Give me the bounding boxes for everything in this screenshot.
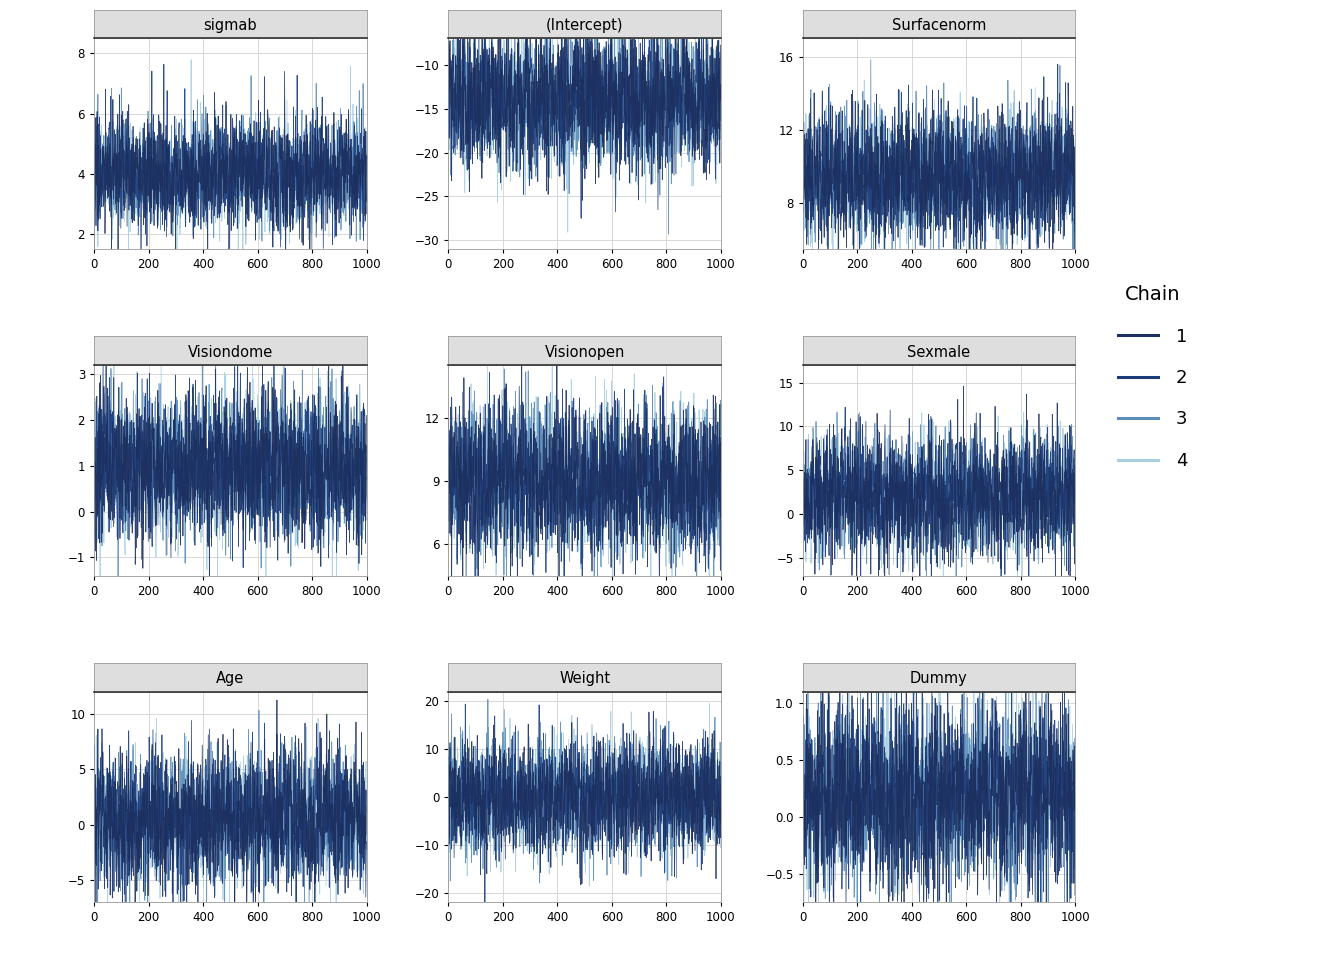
Text: Age: Age [216, 671, 245, 686]
Text: Sexmale: Sexmale [907, 345, 970, 360]
Text: Surfacenorm: Surfacenorm [892, 18, 986, 33]
Text: Dummy: Dummy [910, 671, 968, 686]
Text: sigmab: sigmab [203, 18, 257, 33]
Text: Visiondome: Visiondome [188, 345, 273, 360]
Text: (Intercept): (Intercept) [546, 18, 624, 33]
Text: Weight: Weight [559, 671, 610, 686]
Legend: 1, 2, 3, 4: 1, 2, 3, 4 [1111, 277, 1195, 477]
Text: Visionopen: Visionopen [544, 345, 625, 360]
